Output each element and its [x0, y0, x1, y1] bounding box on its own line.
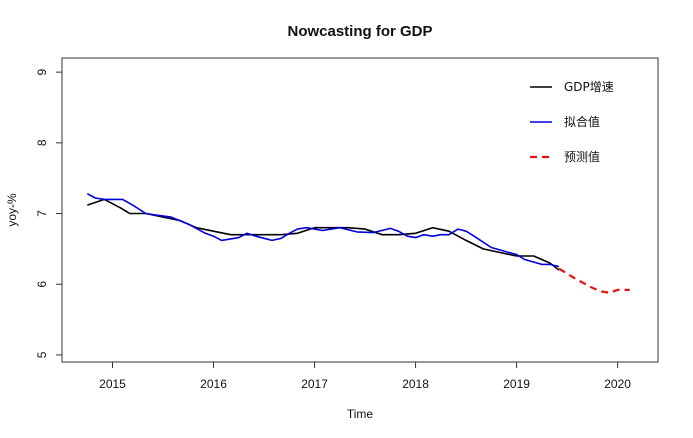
x-axis: 2015 2016 2017 2018 2019 2020: [99, 362, 631, 391]
x-tick-label: 2019: [503, 377, 530, 391]
forecast-line: [558, 267, 630, 294]
chart-title: Nowcasting for GDP: [287, 23, 432, 40]
y-tick-label: 5: [35, 351, 49, 358]
y-axis-label: yoy-%: [5, 193, 19, 227]
x-tick-label: 2018: [402, 377, 429, 391]
fitted-line: [86, 192, 560, 268]
x-axis-label: Time: [347, 407, 374, 421]
legend-label: 拟合值: [564, 114, 600, 129]
gdp-growth-line: [87, 198, 560, 271]
legend-label: 预测值: [564, 149, 600, 164]
x-tick-label: 2015: [99, 377, 126, 391]
x-tick-label: 2016: [200, 377, 227, 391]
y-axis: 5 6 7 8 9: [35, 68, 62, 358]
y-tick-label: 6: [35, 281, 49, 288]
x-tick-label: 2020: [604, 377, 631, 391]
y-tick-label: 9: [35, 68, 49, 75]
y-tick-label: 7: [35, 210, 49, 217]
x-tick-label: 2017: [301, 377, 328, 391]
y-tick-label: 8: [35, 139, 49, 146]
series-layer: [86, 192, 630, 294]
legend-label: GDP增速: [564, 80, 614, 94]
plot-frame: [61, 57, 659, 363]
